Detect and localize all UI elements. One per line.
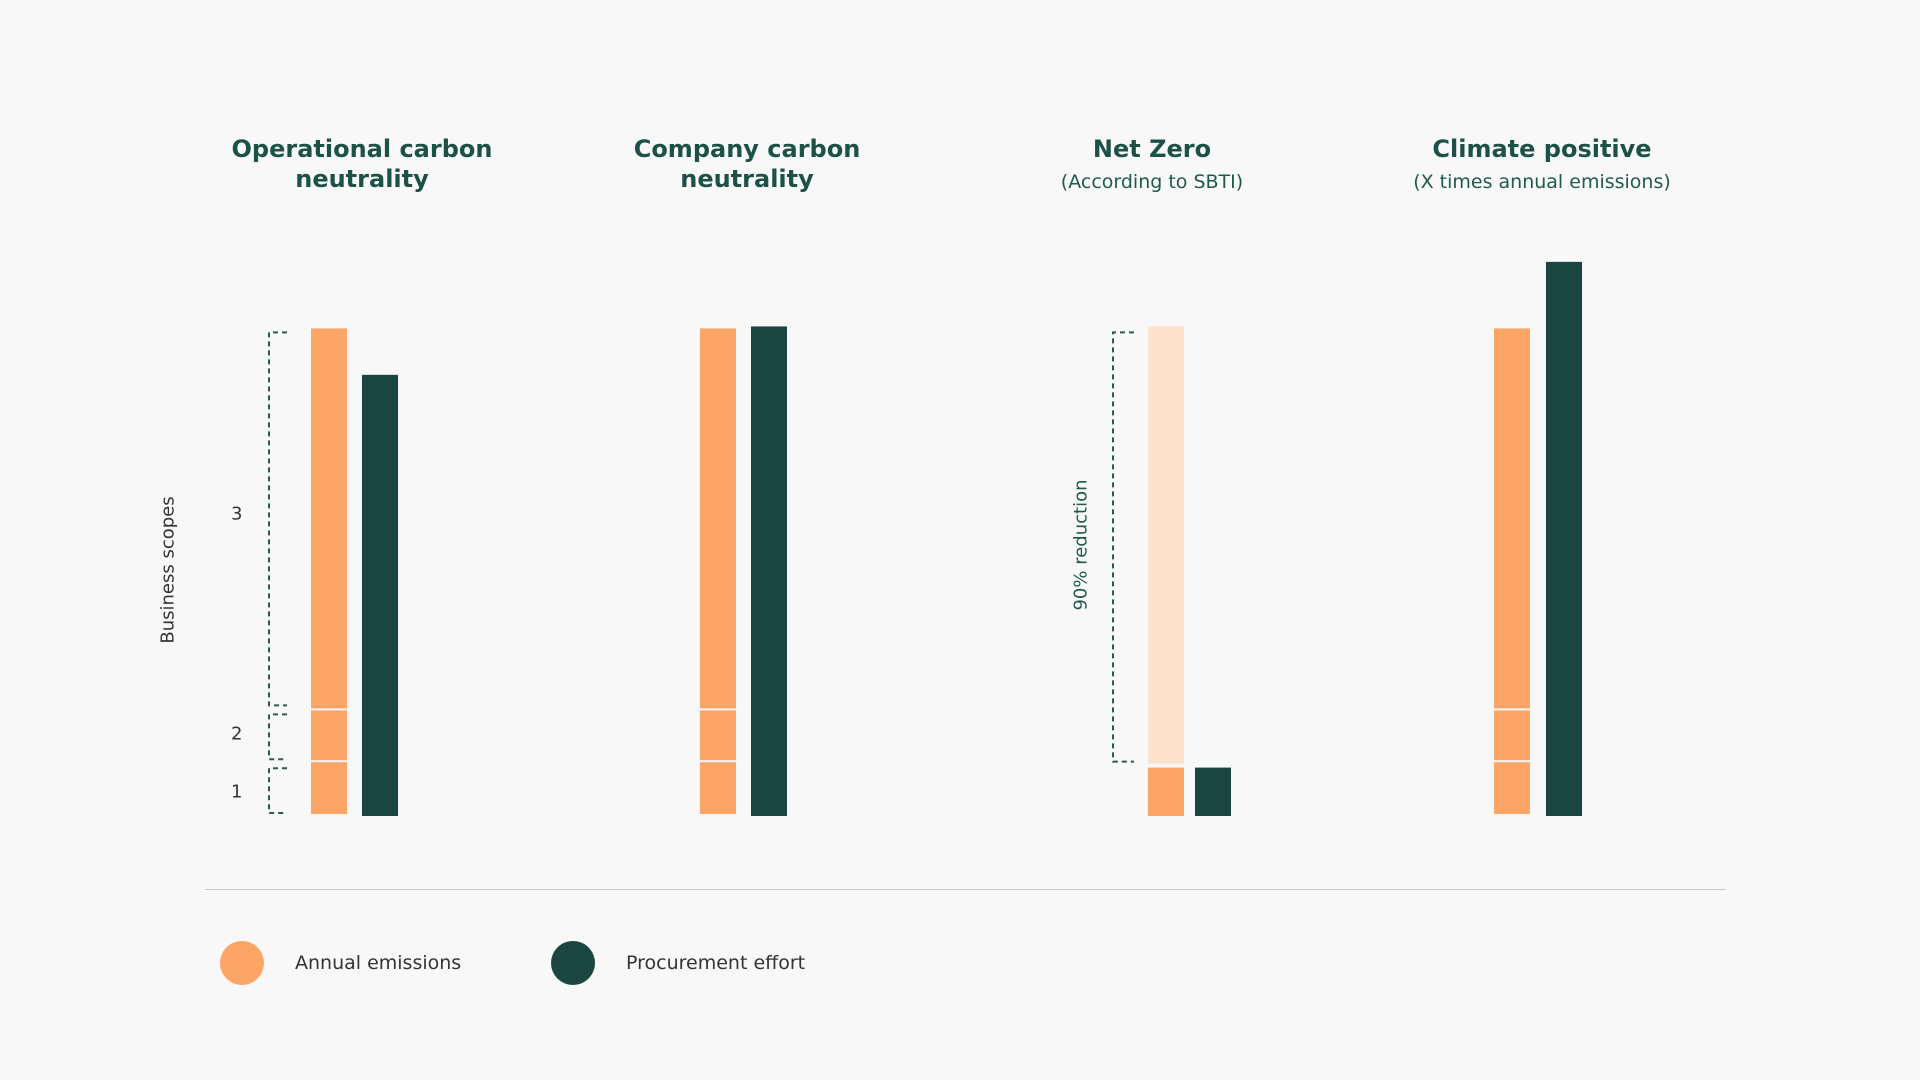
- bar-netzero-procurement: [1195, 767, 1231, 816]
- group-subtitle-climate-positive: (X times annual emissions): [1413, 171, 1671, 193]
- group-title-operational: Operational carbon neutrality: [231, 135, 493, 193]
- reduction-label: 90% reduction: [1070, 479, 1092, 611]
- bar-climate-procurement: [1546, 261, 1582, 816]
- scope-tick-2: 2: [231, 723, 243, 745]
- bar-netzero-reduced-emissions: [1148, 326, 1184, 764]
- bar-climate-emissions-scope2: [1494, 710, 1530, 761]
- bar-company-procurement: [751, 326, 787, 816]
- scope-bracket-2: [268, 713, 287, 761]
- reduction-bracket: [1112, 331, 1134, 763]
- bar-company-emissions-scope3: [700, 328, 736, 709]
- legend-separator: [205, 889, 1726, 890]
- group-title-climate-positive: Climate positive: [1432, 135, 1652, 163]
- scope-tick-1: 1: [231, 781, 243, 803]
- bar-climate-emissions-scope3: [1494, 328, 1530, 709]
- bar-company-emissions-scope2: [700, 710, 736, 761]
- group-title-company: Company carbon neutrality: [633, 135, 861, 193]
- legend-label-procurement-effort: Procurement effort: [626, 952, 806, 974]
- bar-climate-emissions-scope1: [1494, 762, 1530, 814]
- legend-swatch-procurement-effort: [551, 941, 595, 985]
- legend-swatch-annual-emissions: [220, 941, 264, 985]
- bar-operational-emissions-scope2: [311, 710, 347, 761]
- scope-bracket-3: [268, 331, 287, 707]
- scope-tick-3: 3: [231, 503, 243, 525]
- bar-netzero-remaining-emissions: [1148, 767, 1184, 816]
- group-subtitle-net-zero: (According to SBTI): [1060, 171, 1244, 193]
- scope-bracket-1: [268, 767, 287, 814]
- bar-company-emissions-scope1: [700, 762, 736, 814]
- group-title-net-zero: Net Zero: [1092, 135, 1212, 163]
- bar-operational-emissions-scope1: [311, 762, 347, 814]
- bar-operational-procurement: [362, 374, 398, 816]
- legend-label-annual-emissions: Annual emissions: [295, 952, 462, 974]
- bar-operational-emissions-scope3: [311, 328, 347, 709]
